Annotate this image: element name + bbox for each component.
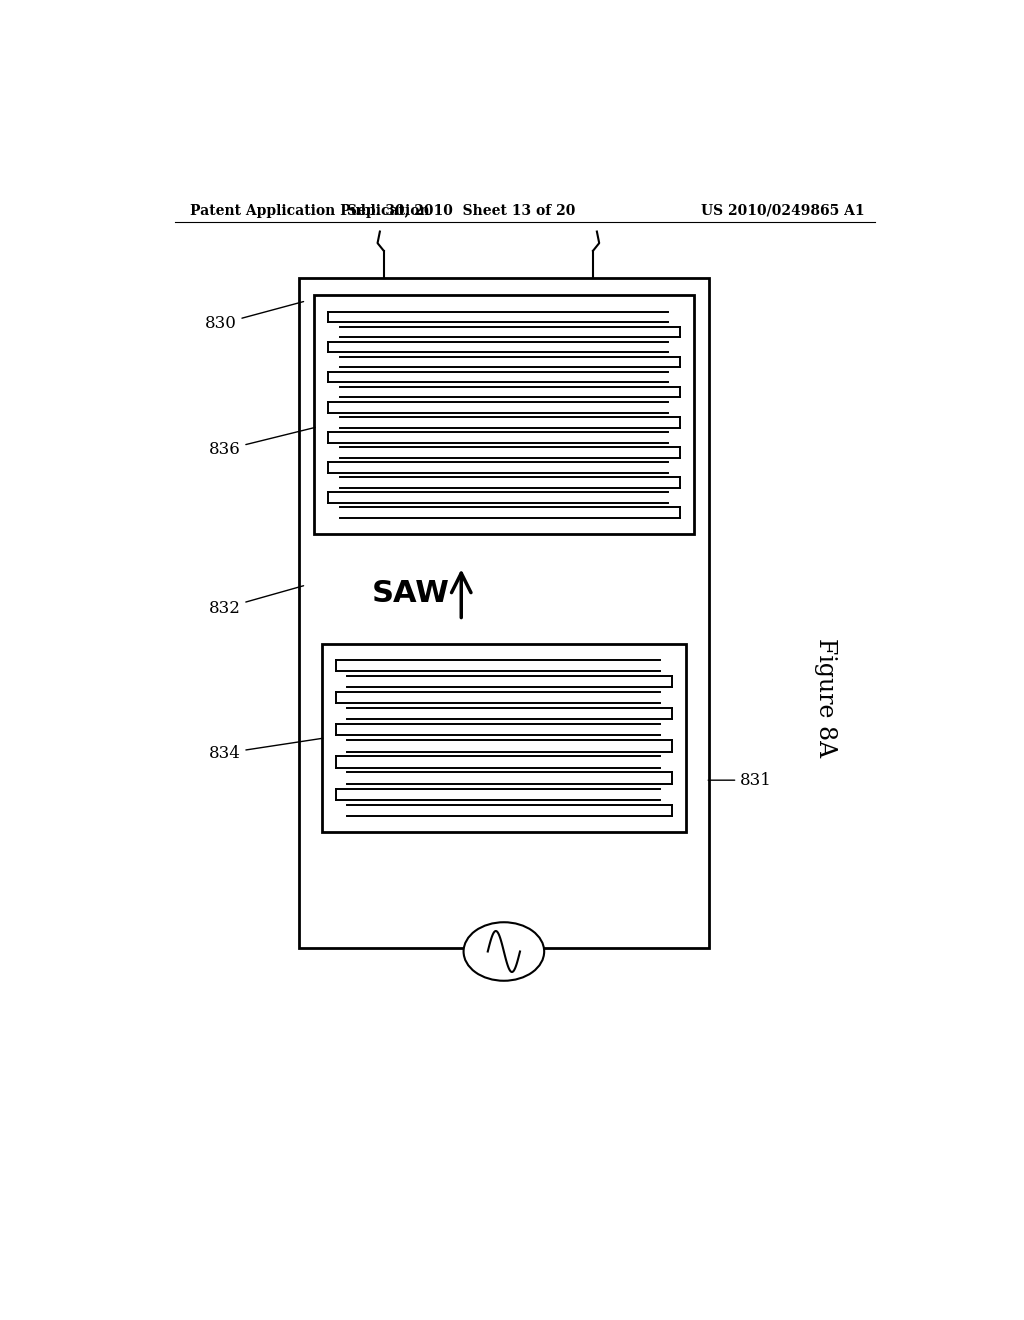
Text: 834: 834: [209, 738, 323, 762]
Bar: [322, 644, 686, 832]
Text: Patent Application Publication: Patent Application Publication: [190, 203, 430, 218]
Text: Figure 8A: Figure 8A: [814, 638, 837, 756]
Text: Sep. 30, 2010  Sheet 13 of 20: Sep. 30, 2010 Sheet 13 of 20: [347, 203, 575, 218]
Ellipse shape: [464, 923, 544, 981]
Text: 836: 836: [209, 428, 315, 458]
Text: 830: 830: [205, 301, 303, 333]
Bar: [299, 277, 710, 948]
Text: US 2010/0249865 A1: US 2010/0249865 A1: [700, 203, 864, 218]
Text: 832: 832: [209, 586, 303, 616]
Text: SAW: SAW: [372, 579, 450, 609]
Bar: [314, 296, 693, 535]
Text: 831: 831: [709, 772, 772, 788]
